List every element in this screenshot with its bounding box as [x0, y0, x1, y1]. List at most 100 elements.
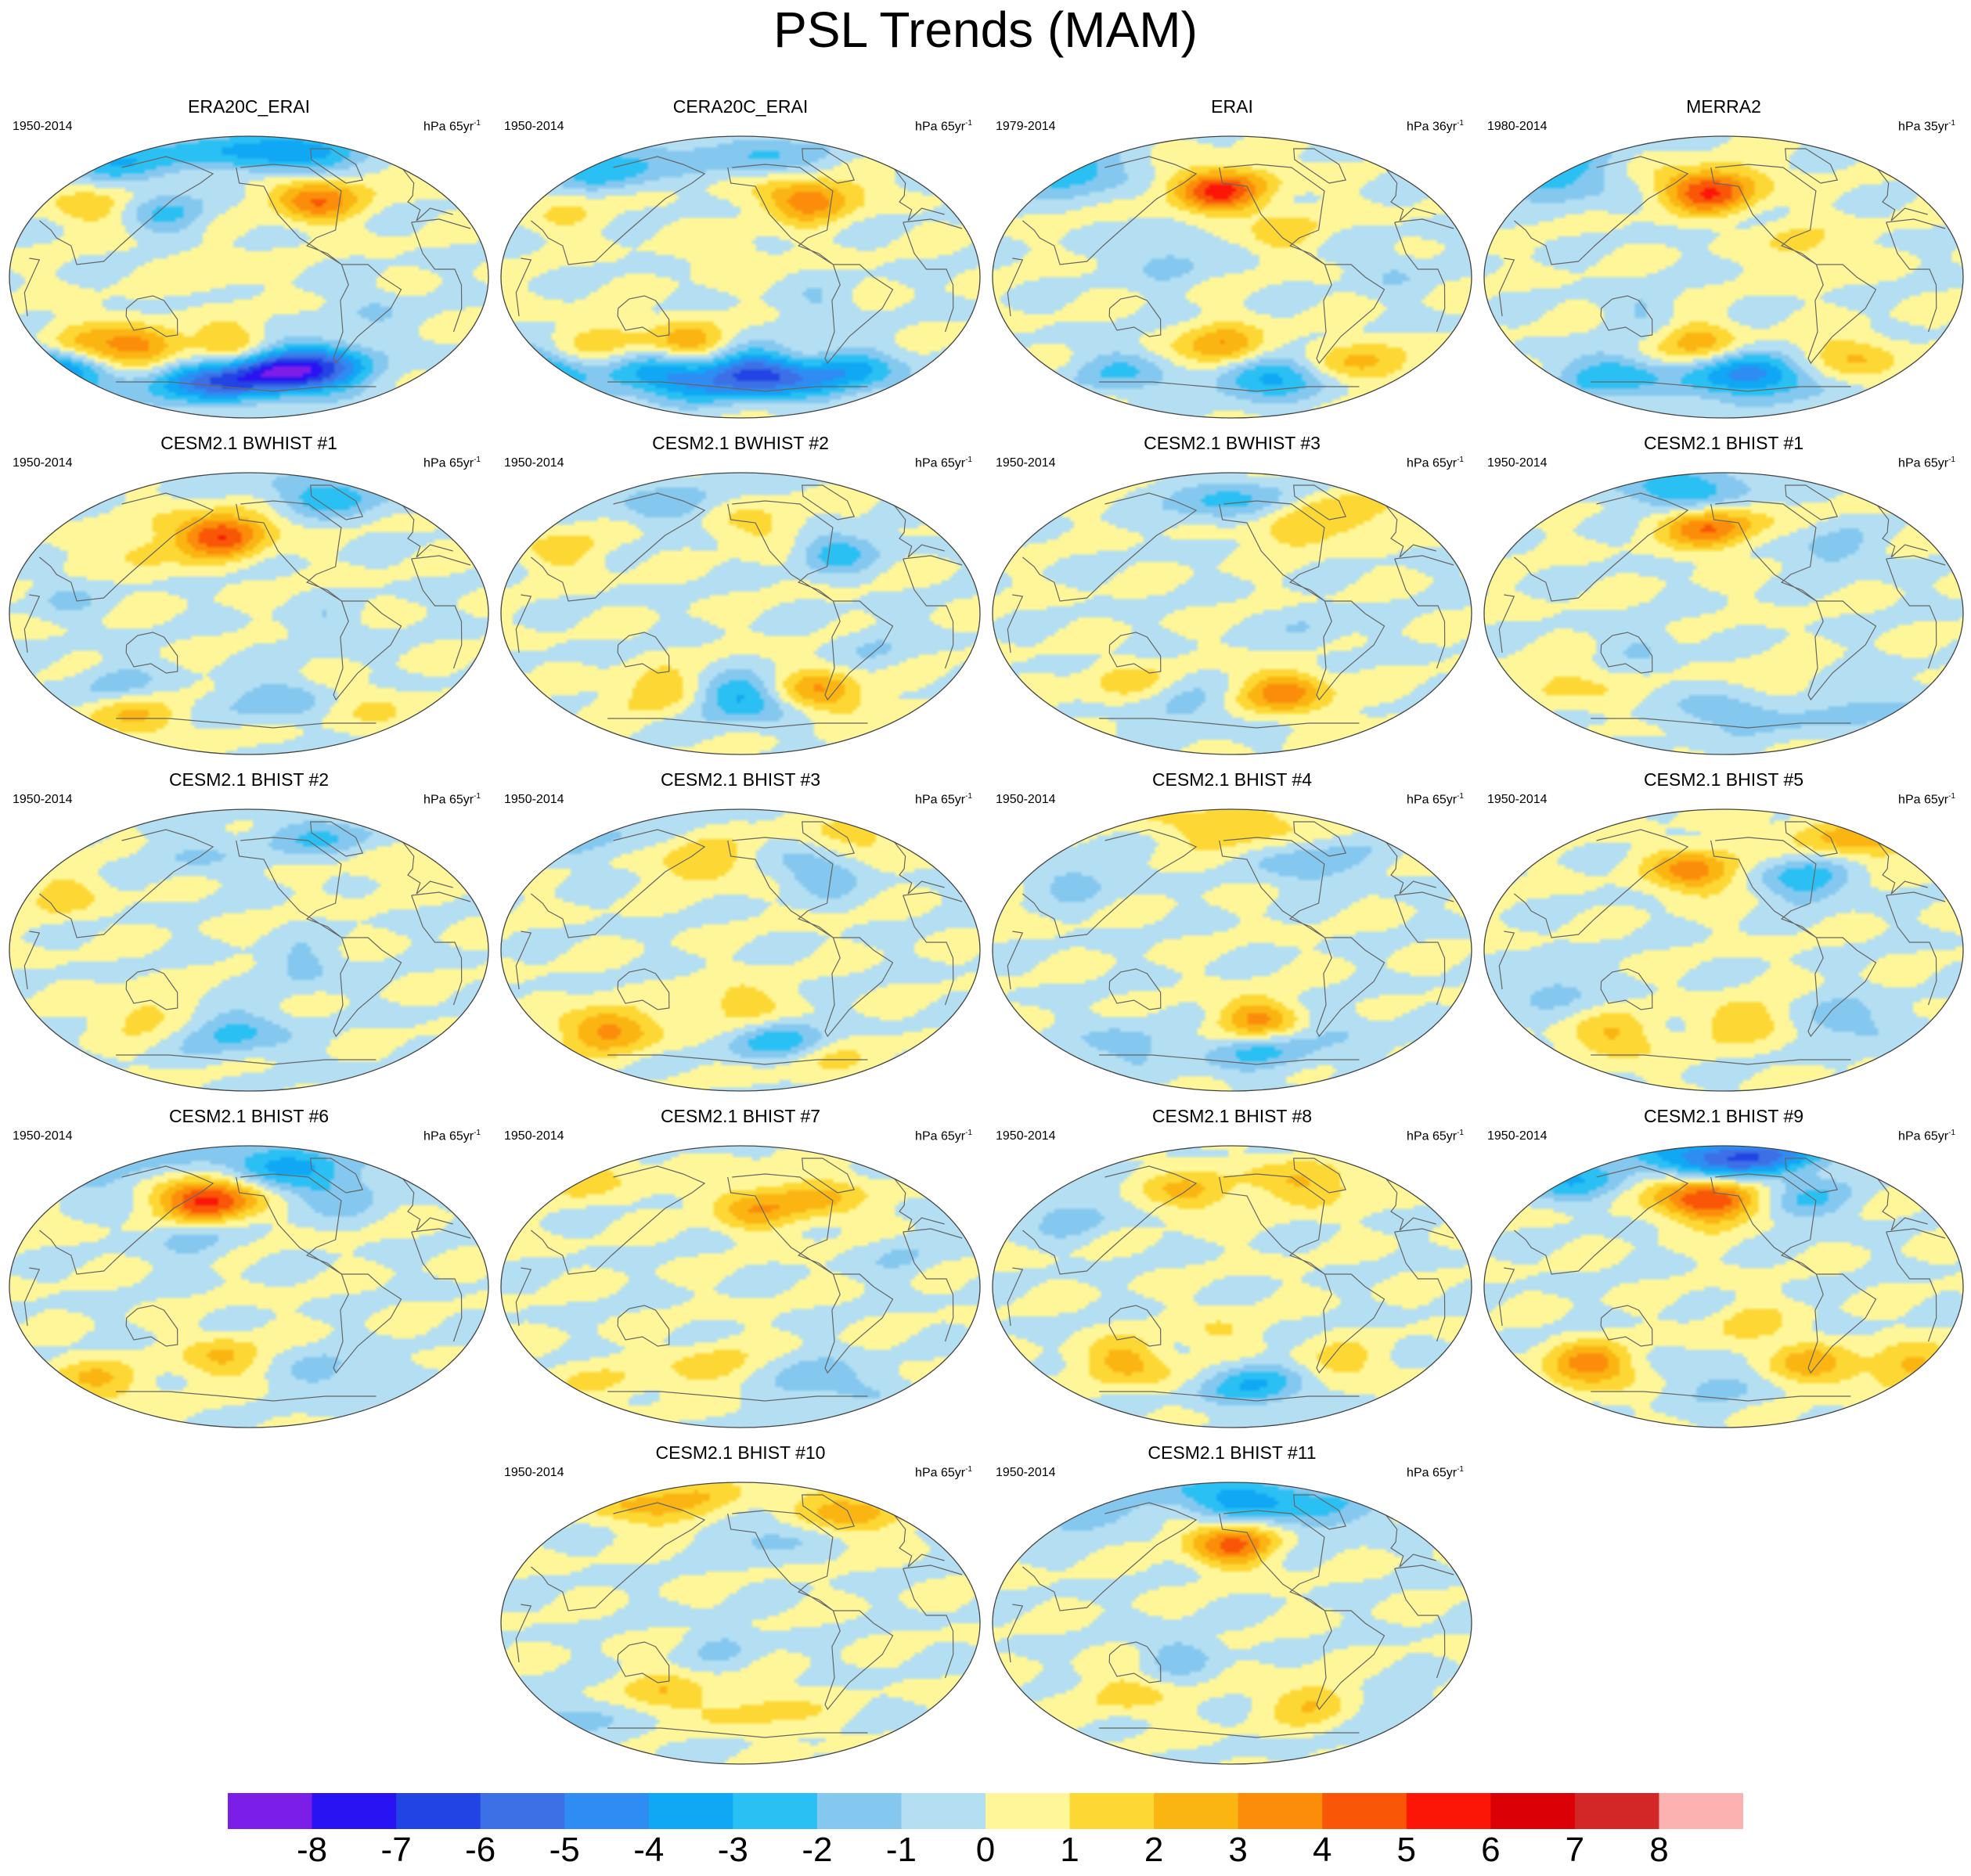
panel-title: CESM2.1 BWHIST #3	[1144, 433, 1321, 453]
panel-years: 1950-2014	[504, 793, 564, 806]
units-label: hPa 65yr	[423, 456, 474, 470]
coastline	[531, 1165, 945, 1275]
map-outline	[1483, 1145, 1964, 1428]
map-outline	[500, 1145, 981, 1428]
units-exponent: -1	[474, 1129, 481, 1137]
units-label: hPa 65yr	[1898, 1129, 1949, 1143]
figure-title: PSL Trends (MAM)	[773, 2, 1198, 58]
coastline	[531, 492, 945, 602]
panel-years: 1950-2014	[504, 456, 564, 470]
coastlines	[515, 1158, 963, 1402]
panel-title: ERAI	[1211, 96, 1253, 117]
map-plot	[992, 1482, 1472, 1765]
colorbar-tick-label: -6	[465, 1831, 496, 1869]
coastline	[1007, 218, 1454, 333]
coastline	[802, 484, 856, 520]
coastline	[802, 148, 856, 184]
coastlines	[23, 484, 471, 729]
trend-field	[993, 136, 1472, 418]
colorbar-tick-label: 7	[1565, 1831, 1585, 1869]
coastline	[802, 1494, 856, 1530]
coastline	[1293, 1158, 1347, 1194]
units-label: hPa 65yr	[1407, 793, 1458, 807]
coastline	[125, 295, 178, 337]
coastlines	[1007, 1494, 1454, 1738]
coastline	[1591, 718, 1851, 729]
coastline	[1007, 555, 1454, 669]
coastline	[1022, 492, 1436, 602]
map-plot	[992, 808, 1472, 1092]
units-label: hPa 65yr	[423, 1129, 474, 1143]
units-exponent: -1	[965, 455, 972, 464]
coastline	[310, 1158, 364, 1194]
panel-units: hPa 65yr-1	[1898, 452, 1955, 471]
map-panel: CESM2.1 BWHIST #3 1950-2014 hPa 65yr-1	[989, 432, 1475, 765]
panel-units: hPa 65yr-1	[1898, 1125, 1955, 1144]
coastline	[824, 1610, 894, 1711]
map-outline	[992, 472, 1472, 755]
coastline	[1498, 891, 1946, 1006]
coastline	[125, 968, 178, 1010]
coastline	[802, 821, 856, 857]
coastline	[1219, 164, 1325, 265]
coastlines	[1498, 1158, 1946, 1402]
trend-field	[1484, 473, 1963, 754]
units-label: hPa 65yr	[1407, 1129, 1458, 1143]
panel-title: CESM2.1 BHIST #5	[1643, 769, 1804, 790]
panel-title: CESM2.1 BWHIST #2	[652, 433, 829, 453]
map-outline	[500, 808, 981, 1092]
coastline	[727, 1173, 834, 1275]
coastline	[1022, 829, 1436, 938]
map-panel: CESM2.1 BHIST #9 1950-2014 hPa 65yr-1	[1481, 1105, 1966, 1438]
coastline	[1099, 1727, 1360, 1738]
map-plot	[1483, 808, 1964, 1092]
units-exponent: -1	[1457, 1465, 1464, 1474]
colorbar-swatch	[480, 1793, 565, 1829]
panel-years: 1950-2014	[504, 120, 564, 133]
map-panel: ERA20C_ERAI 1950-2014 hPa 65yr-1	[6, 95, 492, 428]
panel-units: hPa 65yr-1	[1407, 789, 1464, 808]
coastline	[1293, 821, 1347, 857]
panel-title: CESM2.1 BHIST #10	[655, 1442, 826, 1463]
panel-years: 1950-2014	[13, 1129, 73, 1143]
panel-units: hPa 65yr-1	[423, 452, 481, 471]
panel-units: hPa 65yr-1	[423, 116, 481, 135]
map-plot	[1483, 135, 1964, 419]
trend-field	[993, 473, 1472, 754]
coastline	[1022, 156, 1436, 265]
coastline	[515, 891, 963, 1006]
coastline	[1219, 837, 1325, 938]
panel-units: hPa 65yr-1	[915, 452, 972, 471]
coastline	[1591, 1054, 1851, 1065]
colorbar-tick-label: 3	[1228, 1831, 1248, 1869]
coastline	[1108, 295, 1162, 337]
panel-title: CESM2.1 BWHIST #1	[160, 433, 337, 453]
coastline	[39, 492, 453, 602]
coastline	[515, 1565, 963, 1679]
panel-title: CESM2.1 BHIST #9	[1643, 1106, 1804, 1126]
units-label: hPa 65yr	[1898, 793, 1949, 807]
units-exponent: -1	[1948, 119, 1955, 128]
coastline	[1316, 600, 1385, 701]
coastline	[824, 264, 894, 365]
units-label: hPa 65yr	[1407, 456, 1458, 470]
map-plot	[500, 135, 981, 419]
coastline	[617, 295, 670, 337]
coastline	[1807, 264, 1877, 365]
coastlines	[23, 821, 471, 1065]
coastline	[1514, 1165, 1928, 1275]
map-outline	[9, 472, 489, 755]
colorbar-swatch	[1238, 1793, 1323, 1829]
coastline	[824, 937, 894, 1038]
units-exponent: -1	[1457, 1129, 1464, 1137]
coastline	[1293, 1494, 1347, 1530]
map-outline	[992, 1482, 1472, 1765]
coastline	[824, 1273, 894, 1374]
coastlines	[515, 1494, 963, 1738]
coastline	[607, 381, 868, 392]
colorbar-tick-label: 5	[1396, 1831, 1416, 1869]
coastline	[23, 1228, 471, 1342]
panel-units: hPa 65yr-1	[1407, 1462, 1464, 1481]
colorbar-swatch	[564, 1793, 650, 1829]
coastline	[607, 718, 868, 729]
